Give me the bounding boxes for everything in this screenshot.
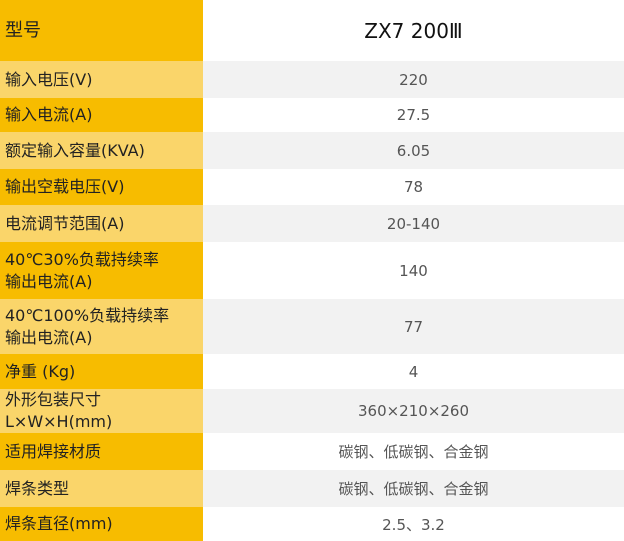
spec-value: 360×210×260 bbox=[203, 389, 624, 433]
spec-label-text: 40℃30%负载持续率 bbox=[5, 249, 159, 269]
spec-label: 焊条直径(mm) bbox=[0, 507, 203, 541]
table-row: 40℃30%负载持续率 输出电流(A) 140 bbox=[0, 242, 624, 299]
spec-label: 输出空载电压(V) bbox=[0, 169, 203, 205]
table-row: 输入电流(A) 27.5 bbox=[0, 98, 624, 132]
spec-label: 电流调节范围(A) bbox=[0, 205, 203, 242]
spec-label: 40℃30%负载持续率 输出电流(A) bbox=[0, 242, 203, 299]
table-row: 外形包装尺寸L×W×H(mm) 360×210×260 bbox=[0, 389, 624, 433]
spec-value: 6.05 bbox=[203, 132, 624, 169]
spec-value: 78 bbox=[203, 169, 624, 205]
spec-value: 77 bbox=[203, 299, 624, 354]
spec-value: 碳钢、低碳钢、合金钢 bbox=[203, 433, 624, 470]
table-row: 焊条类型 碳钢、低碳钢、合金钢 bbox=[0, 470, 624, 507]
spec-label: 外形包装尺寸L×W×H(mm) bbox=[0, 389, 203, 433]
spec-label: 型号 bbox=[0, 0, 203, 61]
table-row: 焊条直径(mm) 2.5、3.2 bbox=[0, 507, 624, 541]
spec-label: 额定输入容量(KVA) bbox=[0, 132, 203, 169]
spec-label: 输入电压(V) bbox=[0, 61, 203, 98]
table-header-row: 型号 ZX7 200Ⅲ bbox=[0, 0, 624, 61]
spec-value: 碳钢、低碳钢、合金钢 bbox=[203, 470, 624, 507]
spec-label-text: 40℃100%负载持续率 bbox=[5, 305, 170, 325]
spec-label-text: 适用焊接材质 bbox=[5, 441, 102, 461]
spec-label: 40℃100%负载持续率 输出电流(A) bbox=[0, 299, 203, 354]
spec-label-text-line2: 输出电流(A) bbox=[5, 271, 93, 291]
spec-label-text: 额定输入容量(KVA) bbox=[5, 140, 145, 160]
spec-label-text: 输入电流(A) bbox=[5, 105, 93, 124]
spec-label-text: 型号 bbox=[5, 19, 41, 41]
spec-label: 净重 (Kg) bbox=[0, 354, 203, 389]
table-row: 净重 (Kg) 4 bbox=[0, 354, 624, 389]
table-row: 输入电压(V) 220 bbox=[0, 61, 624, 98]
spec-label-text: 输入电压(V) bbox=[5, 69, 93, 89]
table-row: 额定输入容量(KVA) 6.05 bbox=[0, 132, 624, 169]
table-row: 电流调节范围(A) 20-140 bbox=[0, 205, 624, 242]
spec-value: 2.5、3.2 bbox=[203, 507, 624, 541]
table-row: 适用焊接材质 碳钢、低碳钢、合金钢 bbox=[0, 433, 624, 470]
table-row: 40℃100%负载持续率 输出电流(A) 77 bbox=[0, 299, 624, 354]
spec-value: 220 bbox=[203, 61, 624, 98]
table-row: 输出空载电压(V) 78 bbox=[0, 169, 624, 205]
spec-label-text: 净重 (Kg) bbox=[5, 361, 76, 381]
spec-label-text: 输出空载电压(V) bbox=[5, 177, 125, 196]
spec-label-text: 焊条直径(mm) bbox=[5, 514, 113, 533]
spec-label-text-line2: 输出电流(A) bbox=[5, 327, 93, 347]
spec-label: 输入电流(A) bbox=[0, 98, 203, 132]
spec-label-text: 外形包装尺寸L×W×H(mm) bbox=[5, 390, 113, 431]
spec-value: 4 bbox=[203, 354, 624, 389]
spec-value: 140 bbox=[203, 242, 624, 299]
spec-label-text: 焊条类型 bbox=[5, 478, 70, 498]
spec-label: 焊条类型 bbox=[0, 470, 203, 507]
spec-value: 27.5 bbox=[203, 98, 624, 132]
spec-label: 适用焊接材质 bbox=[0, 433, 203, 470]
spec-label-text: 电流调节范围(A) bbox=[5, 213, 125, 233]
spec-value: 20-140 bbox=[203, 205, 624, 242]
spec-value: ZX7 200Ⅲ bbox=[203, 0, 624, 61]
